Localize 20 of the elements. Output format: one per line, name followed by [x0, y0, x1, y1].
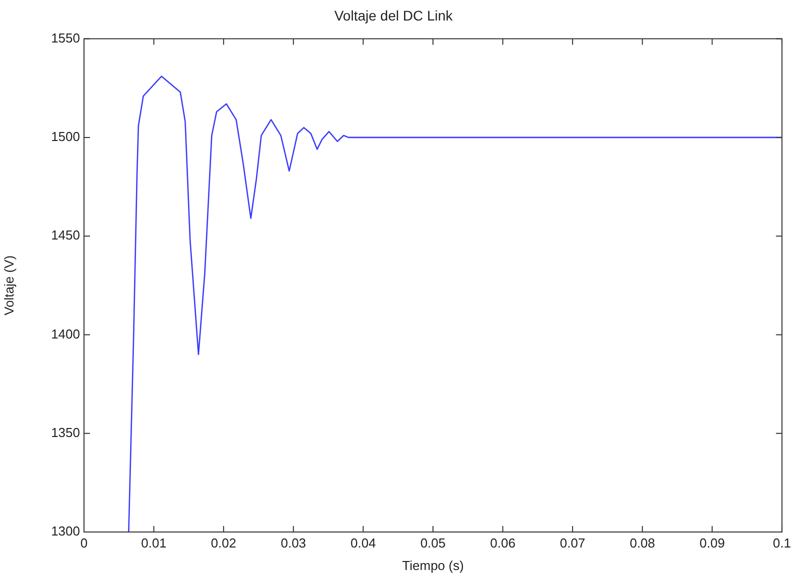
y-tick-label: 1500	[51, 129, 80, 144]
y-tick-label: 1400	[51, 326, 80, 342]
x-tick-label: 0	[80, 535, 88, 550]
x-tick-label: 0.08	[630, 535, 656, 550]
y-tick-label: 1550	[51, 30, 80, 46]
x-tick-label: 0.05	[420, 535, 446, 550]
chart-title: Voltaje del DC Link	[334, 7, 454, 24]
x-tick-label: 0.07	[560, 535, 586, 550]
x-tick-label: 0.01	[141, 535, 166, 550]
x-tick-label: 0.03	[280, 535, 306, 550]
y-tick-label: 1350	[51, 424, 80, 440]
x-tick-label: 0.09	[700, 535, 725, 550]
x-tick-label: 0.1	[772, 535, 792, 550]
x-axis-title: Tiempo (s)	[402, 558, 464, 573]
y-tick-label: 1450	[51, 228, 80, 243]
x-tick-label: 0.02	[210, 535, 236, 550]
y-tick-label: 1300	[51, 524, 80, 539]
x-tick-label: 0.06	[490, 535, 516, 550]
y-axis-title: Voltaje (V)	[1, 255, 16, 316]
x-tick-label: 0.04	[350, 535, 376, 550]
